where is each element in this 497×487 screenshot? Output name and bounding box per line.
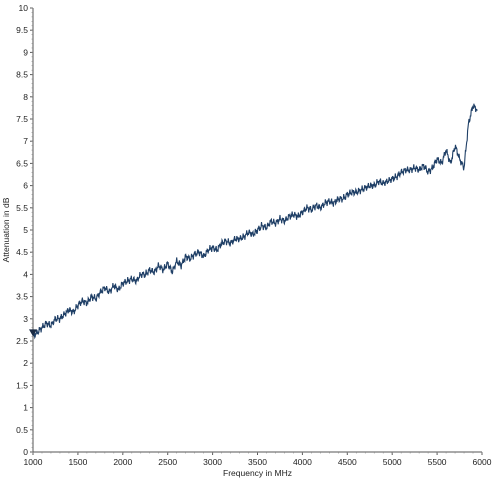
- start-marker: [29, 329, 37, 337]
- y-tick-label: 7: [23, 136, 28, 146]
- y-tick-label: 1.5: [16, 380, 28, 390]
- y-tick-label: 3.5: [16, 292, 28, 302]
- y-tick-label: 1: [23, 403, 28, 413]
- y-tick-label: 8: [23, 92, 28, 102]
- y-axis-title: Attenuation in dB: [1, 197, 11, 262]
- y-tick-label: 4.5: [16, 247, 28, 257]
- y-tick-label: 6.5: [16, 158, 28, 168]
- x-ticks: 1000 1500 2000 2500 3000 3500 4000 4500 5000 5500…: [24, 452, 492, 467]
- y-tick-label: 7.5: [16, 114, 28, 124]
- y-tick-label: 0.5: [16, 425, 28, 435]
- y-tick-label: 5: [23, 225, 28, 235]
- y-tick-label: 4: [23, 269, 28, 279]
- y-tick-label: 9: [23, 47, 28, 57]
- x-tick-label: 3500: [248, 457, 267, 467]
- x-tick-label: 3000: [203, 457, 222, 467]
- y-tick-label: 9.5: [16, 25, 28, 35]
- x-tick-label: 2500: [158, 457, 177, 467]
- y-ticks: 0 0.5 1 1.5 2 2.5 3 3.5 4 4.5 5 5.5 6 6.5 7 7.5 8 8.5 9 9.5…: [16, 3, 33, 457]
- x-tick-label: 5500: [428, 457, 447, 467]
- y-tick-label: 3: [23, 314, 28, 324]
- x-tick-label: 5000: [383, 457, 402, 467]
- x-tick-label: 1500: [68, 457, 87, 467]
- series-line: [32, 103, 478, 340]
- x-tick-label: 6000: [473, 457, 492, 467]
- x-tick-label: 2000: [113, 457, 132, 467]
- y-tick-label: 2: [23, 358, 28, 368]
- y-tick-label: 6: [23, 181, 28, 191]
- x-tick-label: 4500: [338, 457, 357, 467]
- y-tick-label: 8.5: [16, 70, 28, 80]
- x-axis-title: Frequency in MHz: [223, 468, 292, 478]
- y-tick-label: 5.5: [16, 203, 28, 213]
- x-tick-label: 4000: [293, 457, 312, 467]
- y-tick-label: 10: [19, 3, 29, 13]
- y-tick-label: 0: [23, 447, 28, 457]
- y-tick-label: 2.5: [16, 336, 28, 346]
- x-tick-label: 1000: [24, 457, 43, 467]
